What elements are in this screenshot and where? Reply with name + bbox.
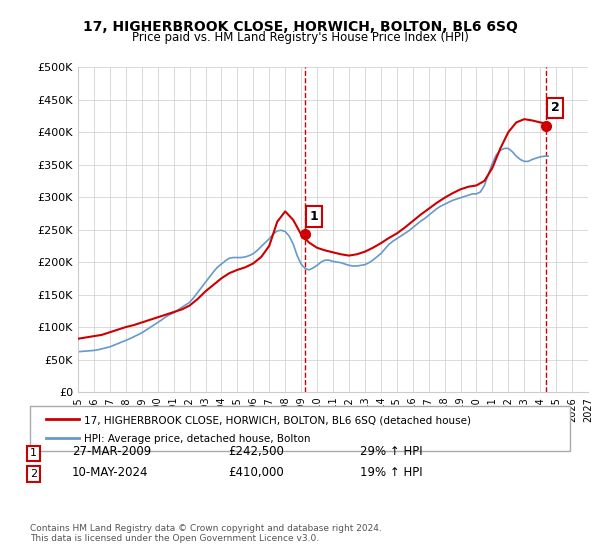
FancyBboxPatch shape bbox=[30, 406, 570, 451]
Text: £242,500: £242,500 bbox=[228, 445, 284, 458]
Text: £410,000: £410,000 bbox=[228, 466, 284, 479]
Text: Price paid vs. HM Land Registry's House Price Index (HPI): Price paid vs. HM Land Registry's House … bbox=[131, 31, 469, 44]
Text: 17, HIGHERBROOK CLOSE, HORWICH, BOLTON, BL6 6SQ: 17, HIGHERBROOK CLOSE, HORWICH, BOLTON, … bbox=[83, 20, 517, 34]
Text: 2: 2 bbox=[30, 469, 37, 479]
Text: 10-MAY-2024: 10-MAY-2024 bbox=[72, 466, 149, 479]
Text: 29% ↑ HPI: 29% ↑ HPI bbox=[360, 445, 422, 458]
Text: 2: 2 bbox=[551, 101, 559, 114]
Text: 17, HIGHERBROOK CLOSE, HORWICH, BOLTON, BL6 6SQ (detached house): 17, HIGHERBROOK CLOSE, HORWICH, BOLTON, … bbox=[84, 416, 471, 426]
Text: 27-MAR-2009: 27-MAR-2009 bbox=[72, 445, 151, 458]
Text: 19% ↑ HPI: 19% ↑ HPI bbox=[360, 466, 422, 479]
Text: 1: 1 bbox=[30, 449, 37, 459]
Text: Contains HM Land Registry data © Crown copyright and database right 2024.
This d: Contains HM Land Registry data © Crown c… bbox=[30, 524, 382, 543]
Text: 1: 1 bbox=[310, 210, 319, 223]
Text: HPI: Average price, detached house, Bolton: HPI: Average price, detached house, Bolt… bbox=[84, 434, 311, 444]
